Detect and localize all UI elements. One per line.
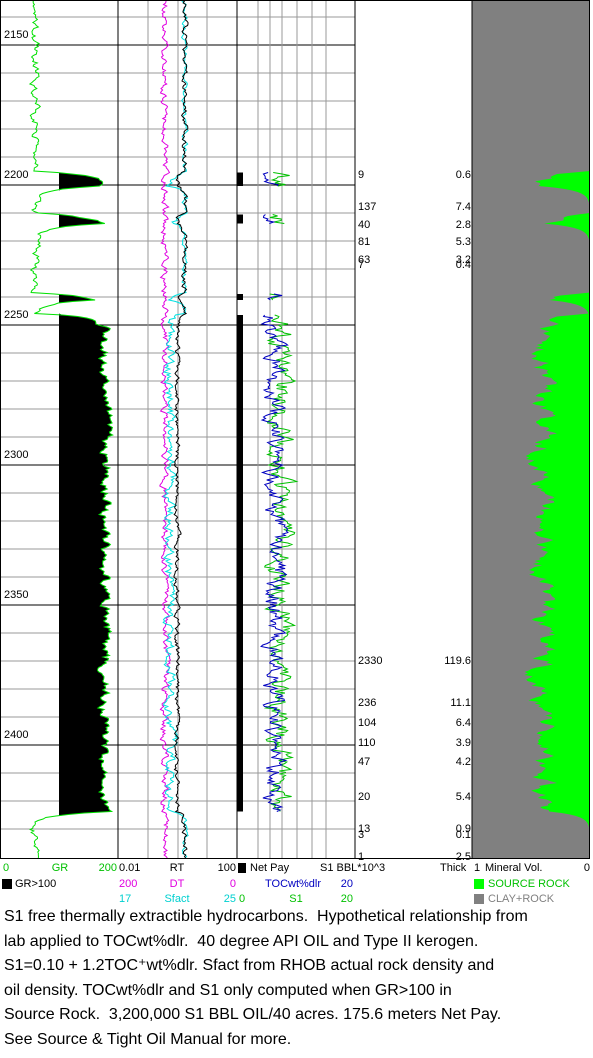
header-label: 25 [224,893,236,905]
caption-line: S1=0.10 + 1.2TOC⁺wt%dlr. Sfact from RHOB… [4,957,495,974]
depth-label: 2400 [4,729,28,741]
header-label: 0 [230,878,236,890]
depth-label: 2250 [4,309,28,321]
thick-label: 7.4 [456,201,471,213]
bbl-label: 137 [358,201,376,213]
bbl-label: 3 [358,829,364,841]
thick-label: 119.6 [444,655,471,667]
depth-label: 2200 [4,169,28,181]
thick-label: 0.1 [456,829,471,841]
header-label: Net Pay [250,862,290,874]
header-label: 0 [584,862,590,874]
header-label: S1 [289,893,302,905]
source-rock-fill [524,0,590,858]
rt-curve [173,0,189,859]
header-label: 1 [474,862,480,874]
thick-label: 3.9 [456,737,471,749]
toc-curve [260,314,289,812]
s1-curve [269,293,281,301]
header-label: 20 [341,878,353,890]
thick-label: 4.2 [456,756,471,768]
caption: S1 free thermally extractible hydrocarbo… [4,905,528,1052]
header-label: GR [52,862,69,874]
gr-fill [59,0,113,858]
bbl-label: 47 [358,756,370,768]
header-label: SOURCE ROCK [488,878,571,890]
depth-label: 2300 [4,449,28,461]
net-pay-bar [237,172,243,186]
header-label: Thick [440,862,467,874]
header-label: RT [170,862,185,874]
bbl-label: 81 [358,236,370,248]
header-label: 20 [341,893,353,905]
caption-line: oil density. TOCwt%dlr and S1 only compu… [4,981,452,999]
header-label: TOCwt%dlr [265,878,321,890]
header-label: 200 [99,862,117,874]
header-label: S1 BBL*10^3 [320,862,385,874]
thick-label: 11.1 [450,697,471,709]
depth-label: 2350 [4,589,28,601]
toc-curve [267,293,283,301]
dt-curve [159,0,172,859]
bbl-label: 110 [358,737,376,749]
s1-curve [263,314,299,812]
s1-curve [270,172,290,187]
header-label: GR>100 [15,878,56,890]
clay-rock-swatch [474,894,484,904]
thick-label: 3.2 [456,254,471,266]
bbl-label: 13 [358,823,370,835]
gr-curve [28,0,114,859]
net-pay-bar [237,294,243,300]
header-label: 0.01 [119,862,140,874]
net-pay-bar [237,315,243,812]
bbl-label: 63 [358,254,370,266]
log-frame [0,0,590,859]
caption-line: Source Rock. 3,200,000 S1 BBL OIL/40 acr… [4,1006,502,1023]
toc-curve [262,214,276,224]
bbl-label: 20 [358,791,370,803]
depth-label: 2150 [4,29,28,41]
caption-line: S1 free thermally extractible hydrocarbo… [4,908,528,925]
gr-flag-swatch [2,879,12,889]
caption-line: See Source & Tight Oil Manual for more. [4,1030,292,1048]
thick-label: 5.3 [456,236,471,248]
thick-label: 0.4 [456,259,471,271]
sfact-curve [162,0,189,859]
bbl-label: 1 [358,851,364,863]
caption-line: lab applied to TOCwt%dlr. 40 degree API … [4,932,479,950]
header-label: Sfact [164,893,189,905]
header-label: Mineral Vol. [485,862,542,874]
bbl-label: 7 [358,259,364,271]
header-label: 100 [218,862,236,874]
bbl-label: 236 [358,697,376,709]
header-label: DT [170,878,185,890]
thick-label: 2.5 [456,851,471,863]
net-pay-bar [237,214,243,224]
header-label: 200 [119,878,137,890]
header-label: 0 [239,893,245,905]
header-label: CLAY+ROCK [488,893,555,905]
header-label: 0 [3,862,9,874]
bbl-label: 104 [358,717,376,729]
bbl-label: 9 [358,169,364,181]
thick-label: 0.6 [456,169,471,181]
toc-curve [262,172,279,187]
bbl-label: 2330 [358,655,382,667]
bbl-label: 40 [358,219,370,231]
source-rock-swatch [474,879,484,889]
thick-label: 5.4 [456,791,471,803]
header-label: 17 [119,893,131,905]
thick-label: 6.4 [456,717,471,729]
net-pay-swatch [238,863,246,873]
thick-label: 2.8 [456,219,471,231]
thick-label: 0.9 [456,823,471,835]
